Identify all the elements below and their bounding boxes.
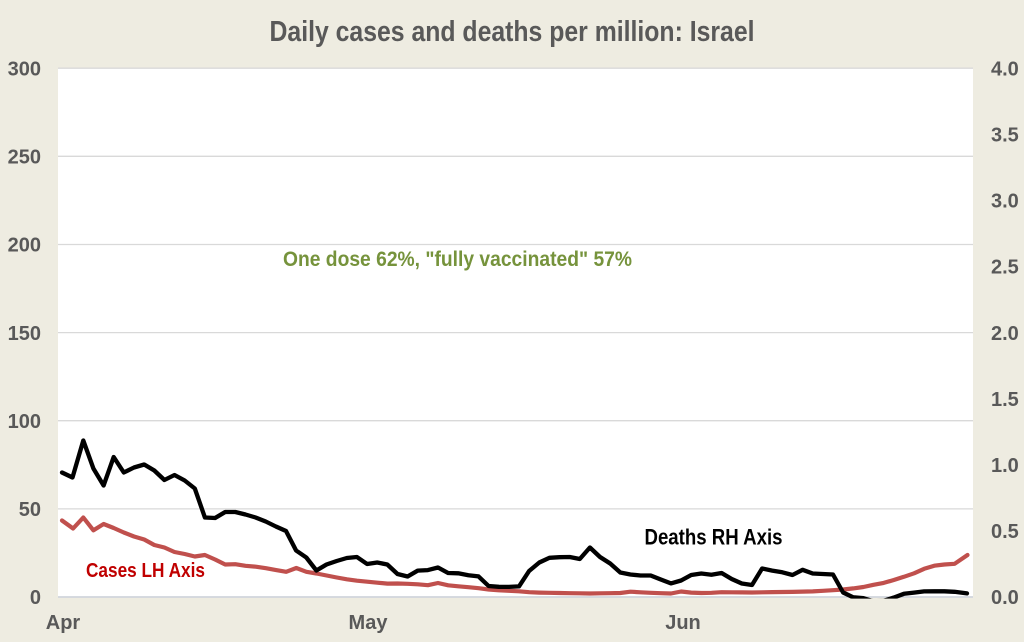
svg-text:One dose 62%, "fully vaccinate: One dose 62%, "fully vaccinated" 57% — [283, 247, 632, 271]
svg-text:300: 300 — [8, 58, 41, 80]
svg-text:200: 200 — [8, 235, 41, 257]
svg-text:2.0: 2.0 — [991, 323, 1019, 345]
svg-text:Deaths RH Axis: Deaths RH Axis — [645, 525, 783, 550]
svg-text:Daily cases and deaths per mil: Daily cases and deaths per million: Isra… — [270, 16, 755, 48]
svg-text:Cases LH Axis: Cases LH Axis — [86, 560, 205, 582]
svg-text:100: 100 — [8, 411, 41, 433]
svg-text:2.5: 2.5 — [991, 257, 1019, 279]
svg-text:4.0: 4.0 — [991, 58, 1019, 80]
svg-text:Apr: Apr — [46, 612, 81, 634]
svg-text:250: 250 — [8, 147, 41, 169]
svg-text:1.5: 1.5 — [991, 389, 1019, 411]
svg-text:0.5: 0.5 — [991, 521, 1019, 543]
svg-text:1.0: 1.0 — [991, 455, 1019, 477]
svg-text:May: May — [349, 612, 389, 634]
svg-text:150: 150 — [8, 323, 41, 345]
svg-text:50: 50 — [19, 499, 41, 521]
svg-text:0: 0 — [30, 587, 41, 609]
svg-text:Jun: Jun — [665, 612, 701, 634]
svg-text:3.5: 3.5 — [991, 125, 1019, 147]
svg-text:3.0: 3.0 — [991, 191, 1019, 213]
svg-text:0.0: 0.0 — [991, 587, 1019, 609]
